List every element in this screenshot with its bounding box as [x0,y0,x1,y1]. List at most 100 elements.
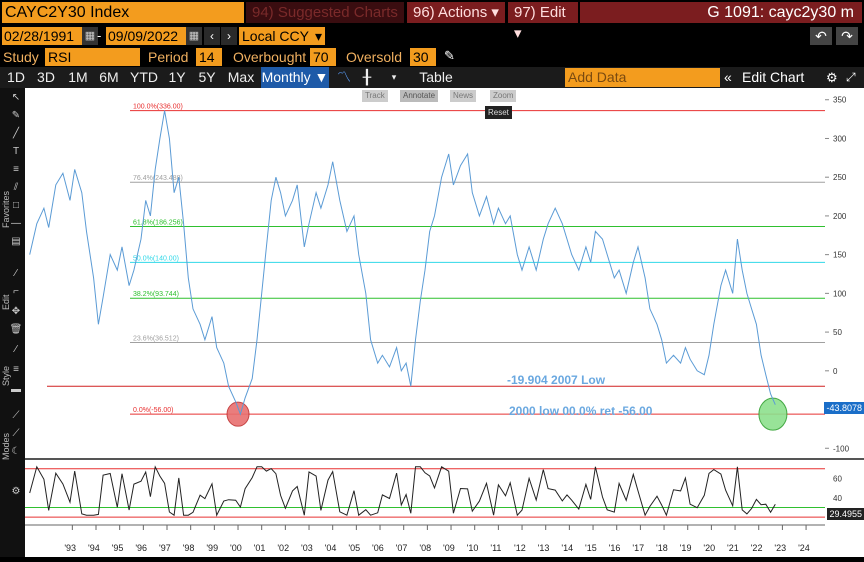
oversold-label: Oversold [346,49,403,65]
start-date-input[interactable]: 02/28/1991 [2,27,82,45]
style-pen-icon[interactable]: ∕ [15,344,17,355]
fib-label: 76.4%(243.488) [133,175,183,182]
annotate-button[interactable]: Annotate [400,90,439,102]
zoom-button[interactable]: Zoom [490,90,517,102]
annotation-2007-low: -19.904 2007 Low [507,373,606,387]
mode-icon-3[interactable]: ☾ [11,446,21,457]
x-tick-label: '94 [88,543,100,553]
rsi-line [29,465,776,517]
shape-icon[interactable]: □ [12,200,20,211]
x-tick-label: '13 [538,543,550,553]
calendar-icon[interactable]: ▦ [82,27,98,45]
calendar-icon[interactable]: ▦ [186,27,202,45]
track-button[interactable]: Track [362,90,388,102]
series-line [29,110,776,416]
low-marker-2022 [758,397,788,431]
line-tool-icon[interactable]: ╱ [12,128,20,139]
x-tick-label: '10 [467,543,479,553]
y-tick-label: 300 [833,134,847,143]
bar-chart-icon[interactable]: ╂ [362,69,372,85]
x-tick-label: '16 [609,543,621,553]
actions-menu[interactable]: 96) Actions ▾ [407,2,505,23]
expand-icon[interactable]: ⤢ [846,70,856,84]
y-tick-label: 250 [833,173,847,182]
left-toolbar: ↖ ✎ ╱ T ≡ ⫽ □ — ▤ ∕ ⌐ ✥ 🗑 ∕ ≡ ▬ ⟋ ⟋ ☾ ⚙ … [0,88,25,557]
tab-1y[interactable]: 1Y [168,69,186,85]
x-tick-label: '23 [774,543,786,553]
tab-3d[interactable]: 3D [37,69,55,85]
x-tick-label: '08 [419,543,431,553]
settings-icon[interactable]: ⚙ [11,486,21,497]
study-label: Study [3,49,39,65]
tab-1m[interactable]: 1M [68,69,88,85]
collapse-icon[interactable]: « [724,69,732,85]
line-chart-icon[interactable]: 〽 [337,69,351,85]
prev-arrow-icon[interactable]: ‹ [204,27,220,45]
x-tick-label: '01 [254,543,266,553]
tab-1d[interactable]: 1D [7,69,25,85]
end-date-input[interactable]: 09/09/2022 [106,27,186,45]
tab-ytd[interactable]: YTD [130,69,158,85]
edit-menu[interactable]: 97) Edit ▾ [508,2,578,42]
x-tick-label: '05 [348,543,360,553]
mode-icon-1[interactable]: ⟋ [12,410,20,421]
reset-button[interactable]: Reset [485,106,512,119]
fib-label: 50.0%(140.00) [133,255,179,262]
tab-5y[interactable]: 5Y [198,69,216,85]
x-tick-label: '22 [751,543,763,553]
oversold-input[interactable]: 30 [410,48,436,66]
tab-6m[interactable]: 6M [99,69,119,85]
mode-icon-2[interactable]: ⟋ [12,428,20,439]
x-tick-label: '00 [230,543,242,553]
currency-select[interactable]: Local CCY ▾ [239,27,325,45]
rsi-y-tick-label: 60 [833,474,842,483]
fib-label: 100.0%(336.00) [133,104,183,111]
channel-icon[interactable]: ⫽ [13,182,19,193]
edit-chart-button[interactable]: Edit Chart [742,69,805,85]
vline-icon[interactable]: ▤ [11,236,21,247]
table-button[interactable]: Table [419,69,453,85]
x-tick-label: '12 [514,543,526,553]
add-data-input[interactable]: Add Data [565,68,720,87]
rsi-last-value-badge: 29.4955 [827,508,864,520]
undo-icon[interactable]: ↶ [810,27,832,45]
brush-icon[interactable]: ⌐ [13,286,19,297]
tab-max[interactable]: Max [227,69,255,85]
ticker-field[interactable]: CAYC2Y30 Index [2,2,244,23]
text-tool-icon[interactable]: T [12,146,20,157]
annotation-2000-low: 2000 low 00.0% ret -56.00 [509,404,653,418]
redo-icon[interactable]: ↷ [836,27,858,45]
x-tick-label: '20 [703,543,715,553]
x-tick-label: '98 [183,543,195,553]
chevron-down-icon[interactable]: ▾ [391,72,397,82]
x-tick-label: '11 [490,543,501,553]
range-toolbar: 1D 3D 1M 6M YTD 1Y 5Y Max Monthly ▼ 〽 ╂ … [0,67,864,88]
line-style-icon[interactable]: ≡ [13,364,19,375]
trash-icon[interactable]: 🗑 [9,324,23,335]
chart-title: G 1091: cayc2y30 m [580,2,862,23]
hline-icon[interactable]: — [11,218,21,229]
cursor-icon[interactable]: ↖ [11,92,21,103]
x-tick-label: '02 [277,543,289,553]
edit-label: Edit [1,294,11,310]
thickness-icon[interactable]: ▬ [11,384,21,395]
news-button[interactable]: News [450,90,477,102]
frequency-select[interactable]: Monthly ▼ [261,67,329,88]
y-tick-label: 100 [833,289,847,298]
study-row: Study RSI Period 14 Overbought 70 Overso… [0,47,864,67]
period-input[interactable]: 14 [196,48,222,66]
overbought-input[interactable]: 70 [310,48,336,66]
study-input[interactable]: RSI [45,48,140,66]
pen-icon[interactable]: ∕ [15,268,17,279]
overbought-label: Overbought [233,49,307,65]
x-tick-label: '18 [656,543,668,553]
date-row: 02/28/1991 ▦ - 09/09/2022 ▦ ‹ › Local CC… [0,26,864,46]
suggested-charts-button[interactable]: 94) Suggested Charts [246,2,404,23]
next-arrow-icon[interactable]: › [221,27,237,45]
move-icon[interactable]: ✥ [11,306,21,317]
chart-area[interactable]: -100-50050100150200250300350100.0%(336.0… [25,88,864,557]
fib-tool-icon[interactable]: ≡ [13,164,19,175]
pencil-icon[interactable]: ✎ [444,48,455,63]
draw-icon[interactable]: ✎ [11,110,21,121]
gear-icon[interactable]: ⚙ [826,70,838,85]
